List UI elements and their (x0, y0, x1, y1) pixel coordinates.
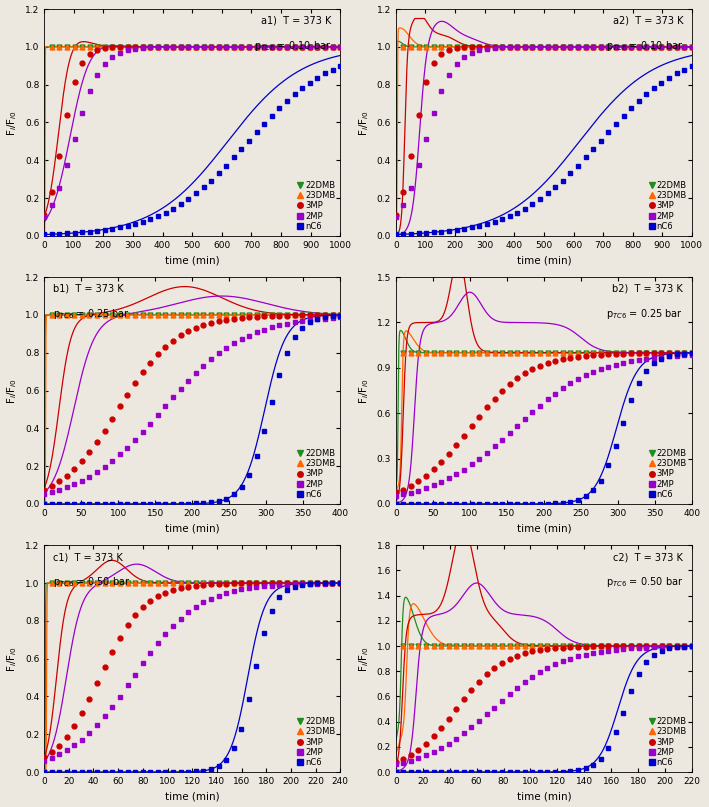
Y-axis label: F$_i$/F$_{i0}$: F$_i$/F$_{i0}$ (357, 646, 371, 671)
Y-axis label: F$_i$/F$_{i0}$: F$_i$/F$_{i0}$ (6, 646, 19, 671)
Text: b1)  T = 373 K: b1) T = 373 K (53, 284, 123, 294)
Legend: 22DMB, 23DMB, 3MP, 2MP, nC6: 22DMB, 23DMB, 3MP, 2MP, nC6 (298, 448, 336, 500)
Text: p$_{TC6}$ = 0.25 bar: p$_{TC6}$ = 0.25 bar (606, 307, 683, 320)
Text: a1)  T = 373 K: a1) T = 373 K (261, 16, 331, 26)
Y-axis label: F$_i$/F$_{i0}$: F$_i$/F$_{i0}$ (6, 110, 19, 136)
Text: p$_{TC6}$ = 0.25 bar: p$_{TC6}$ = 0.25 bar (53, 307, 130, 320)
Text: p$_{TC6}$ = 0.50 bar: p$_{TC6}$ = 0.50 bar (53, 575, 130, 588)
X-axis label: time (min): time (min) (517, 524, 571, 533)
Legend: 22DMB, 23DMB, 3MP, 2MP, nC6: 22DMB, 23DMB, 3MP, 2MP, nC6 (649, 716, 688, 768)
Y-axis label: F$_i$/F$_{i0}$: F$_i$/F$_{i0}$ (357, 378, 371, 404)
Legend: 22DMB, 23DMB, 3MP, 2MP, nC6: 22DMB, 23DMB, 3MP, 2MP, nC6 (298, 180, 336, 232)
Text: c2)  T = 373 K: c2) T = 373 K (613, 552, 683, 562)
Legend: 22DMB, 23DMB, 3MP, 2MP, nC6: 22DMB, 23DMB, 3MP, 2MP, nC6 (649, 180, 688, 232)
Legend: 22DMB, 23DMB, 3MP, 2MP, nC6: 22DMB, 23DMB, 3MP, 2MP, nC6 (649, 448, 688, 500)
X-axis label: time (min): time (min) (165, 255, 220, 266)
Y-axis label: F$_i$/F$_{i0}$: F$_i$/F$_{i0}$ (357, 110, 371, 136)
X-axis label: time (min): time (min) (165, 524, 220, 533)
Text: b2)  T = 373 K: b2) T = 373 K (613, 284, 683, 294)
Text: c1)  T = 373 K: c1) T = 373 K (53, 552, 123, 562)
Text: p$_{TC6}$ = 0.10 bar: p$_{TC6}$ = 0.10 bar (605, 39, 683, 52)
X-axis label: time (min): time (min) (517, 255, 571, 266)
X-axis label: time (min): time (min) (517, 792, 571, 801)
Y-axis label: F$_i$/F$_{i0}$: F$_i$/F$_{i0}$ (6, 378, 19, 404)
Text: p$_{TC6}$ = 0.10 bar: p$_{TC6}$ = 0.10 bar (254, 39, 331, 52)
Legend: 22DMB, 23DMB, 3MP, 2MP, nC6: 22DMB, 23DMB, 3MP, 2MP, nC6 (298, 716, 336, 768)
Text: a2)  T = 373 K: a2) T = 373 K (613, 16, 683, 26)
X-axis label: time (min): time (min) (165, 792, 220, 801)
Text: p$_{TC6}$ = 0.50 bar: p$_{TC6}$ = 0.50 bar (605, 575, 683, 588)
